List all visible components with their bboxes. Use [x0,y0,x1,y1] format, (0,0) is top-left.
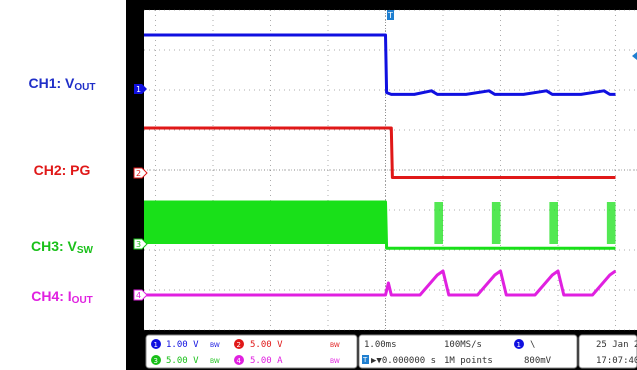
ch3-waveform [144,200,616,250]
datetime-panel [578,334,637,369]
ch4-scale: 5.00 A [250,356,283,366]
ch4-label: CH4: IOUT [0,288,124,306]
trigger-badge-label: T [362,356,368,364]
ch1-label-sub: OUT [74,82,96,93]
ch4-bw: BW [330,358,340,365]
ch1-trace [144,33,616,96]
ch1-marker: 1 [134,84,147,94]
timebase-value: 1.00ms [364,340,397,350]
ch3-marker: 3 [133,238,148,250]
ch4-label-sub: OUT [71,295,93,306]
ch3-label: CH3: VSW [0,238,124,256]
ch3-switching-burst [549,202,558,244]
trigger-slope: \ [530,340,535,350]
ch1-marker-label: 1 [136,85,141,94]
horizontal-position: ▶▼0.000000 s [371,356,436,366]
ch2-marker-label: 2 [136,169,141,178]
ch2-bw: BW [330,342,340,349]
ch3-bw: BW [210,358,220,365]
sample-rate: 100MS/s [444,340,482,350]
ch2-badge-icon [234,339,244,349]
traces [144,33,617,297]
ch3-label-text: CH3: V [30,238,77,254]
trigger-position-label: T [387,11,393,20]
ch3-trace [144,200,616,250]
ch3-badge-label: 3 [154,357,158,365]
ch1-label-text: CH1: V [28,75,75,91]
ch3-scale: 5.00 V [166,356,199,366]
ch1-badge-icon [151,339,161,349]
ch3-label-sub: SW [76,245,93,256]
ch3-switching-burst [606,202,616,244]
ch3-marker-label: 3 [136,240,141,249]
ch3-switching-burst [144,202,386,244]
ch4-trace [144,269,617,297]
status-bar: 1 1.00 V BW 2 5.00 V BW 3 5.00 V BW 4 5.… [144,333,637,370]
ch1-bw: BW [210,342,220,349]
ch2-badge-label: 2 [237,341,241,349]
ch3-badge-icon [151,355,161,365]
ch2-waveform [144,126,616,179]
ch4-marker: 4 [133,289,148,301]
ch1-waveform [144,33,616,96]
ch4-waveform [144,269,617,297]
ch3-switching-burst [491,202,501,244]
ch3-switching-burst [434,202,443,244]
time-readout: 17:07:40 [596,356,637,366]
ch2-trace [144,126,616,179]
trigger-position-marker: T [387,10,394,20]
record-length: 1M points [444,356,493,366]
graticule [144,9,637,331]
ch2-scale: 5.00 V [250,340,283,350]
ch4-badge-icon [234,355,244,365]
oscilloscope-screen: 1 2 3 4 T 1 1.00 V BW [126,0,637,370]
ch1-badge-label: 1 [154,341,158,349]
trigger-level-arrow-icon [632,52,637,60]
trigger-source-icon [514,339,524,349]
ch4-badge-label: 4 [237,357,242,365]
ch1-label: CH1: VOUT [0,75,124,93]
ch4-label-text: CH4: I [31,288,72,304]
trigger-badge-icon [362,355,369,364]
trigger-source-label: 1 [517,341,521,349]
ch2-marker: 2 [133,167,148,179]
ch4-marker-label: 4 [136,291,141,300]
ch1-scale: 1.00 V [166,340,199,350]
channel-scale-panel [145,334,358,369]
date-readout: 25 Jan 20 [596,340,637,350]
ch2-label: CH2: PG [0,162,124,178]
trigger-level: 800mV [524,356,552,366]
scope-plot: 1 2 3 4 T 1 1.00 V BW [126,0,637,370]
ch2-label-text: CH2: PG [33,162,91,178]
